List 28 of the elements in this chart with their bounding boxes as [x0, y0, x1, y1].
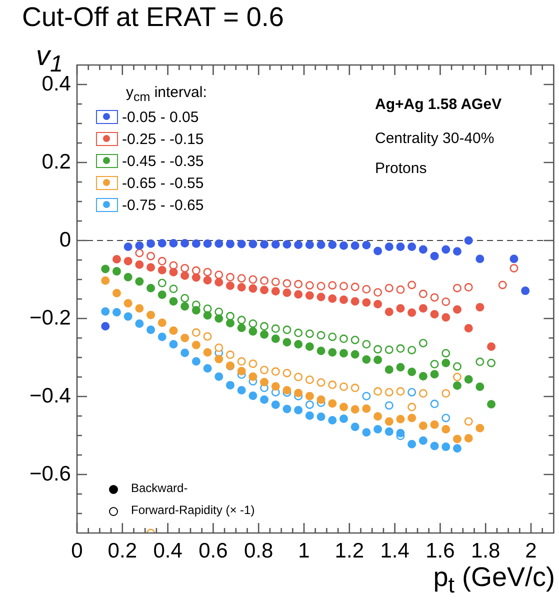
legend-label: -0.05 - 0.05 — [122, 108, 199, 126]
y-tick-label: −0.4 — [30, 384, 72, 408]
legend-label: -0.25 - -0.15 — [122, 130, 204, 148]
legend-title: y$_{cm}$ interval: — [126, 84, 207, 106]
x-tick-label: 2 — [525, 539, 537, 562]
chart-title: Cut-Off at ERAT = 0.6 — [22, 2, 284, 33]
legend-label: -0.75 - -0.65 — [122, 196, 204, 214]
x-tick-label: 1.6 — [426, 539, 455, 562]
y-tick-label: −0.2 — [30, 306, 71, 330]
y-tick-label: 0.2 — [42, 150, 71, 174]
x-tick-label: 0.4 — [153, 539, 183, 562]
x-tick-label: 1 — [298, 539, 310, 562]
y-tick-label: 0 — [59, 228, 71, 252]
legend-label: -0.65 - -0.55 — [122, 174, 204, 192]
annotation: Forward-Rapidity (× -1) — [131, 503, 255, 517]
annotation: Ag+Ag 1.58 AGeV — [375, 96, 502, 113]
x-tick-label: 0.8 — [244, 539, 274, 562]
x-tick-label: 1.8 — [471, 539, 500, 562]
y-tick-label: −0.6 — [30, 462, 71, 486]
x-tick-label: 1.2 — [334, 539, 364, 562]
legend-label: -0.45 - -0.35 — [122, 152, 204, 170]
annotation: Backward- — [131, 481, 188, 495]
annotation: Centrality 30-40% — [375, 130, 494, 147]
x-tick-label: 1.4 — [380, 539, 410, 562]
x-tick-label: 0.2 — [108, 539, 137, 562]
annotation: Protons — [375, 160, 427, 177]
x-tick-label: 0.6 — [198, 539, 228, 562]
x-axis-title: p$_{t}$ (GeV/c) — [433, 562, 555, 598]
